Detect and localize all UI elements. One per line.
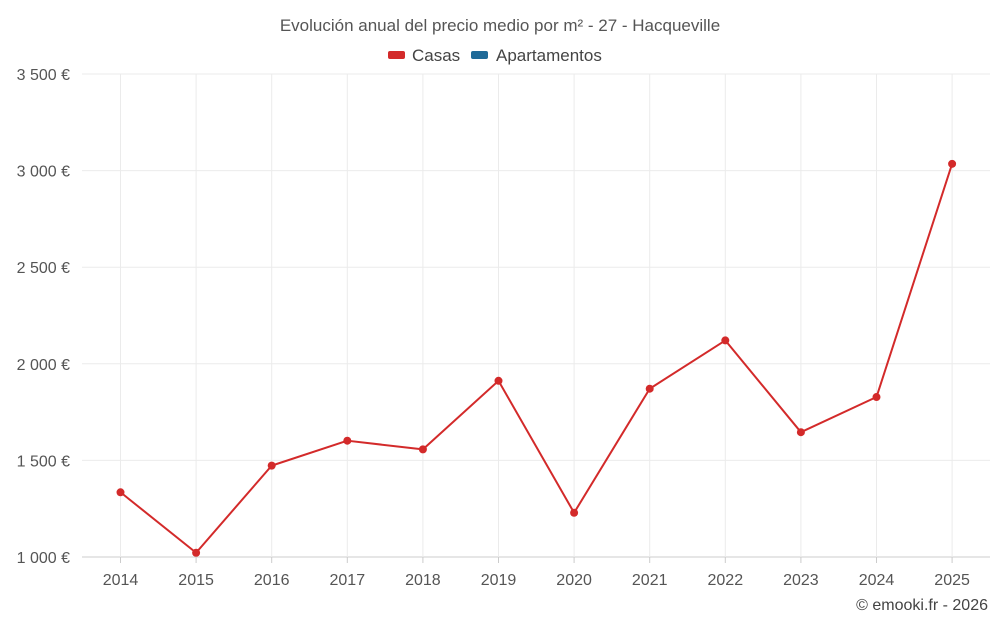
x-tick-label: 2023 [783, 572, 819, 589]
legend-item-apartamentos[interactable]: Apartamentos [471, 46, 602, 65]
legend-swatch-casas [388, 51, 405, 59]
x-tick-label: 2018 [405, 572, 441, 589]
x-tick-label: 2024 [859, 572, 895, 589]
legend-item-casas[interactable]: Casas [388, 46, 460, 65]
grid [82, 73, 990, 558]
series-casas [116, 159, 957, 557]
legend-label-casas: Casas [412, 46, 460, 65]
x-tick-label: 2015 [178, 572, 214, 589]
x-tick-label: 2022 [708, 572, 744, 589]
data-point-casas[interactable] [418, 445, 427, 454]
y-tick-label: 2 500 € [17, 260, 70, 277]
y-tick-label: 1 500 € [17, 453, 70, 470]
data-point-casas[interactable] [570, 508, 579, 517]
axes: 1 000 € 1 500 € 2 000 € 2 500 € 3 000 € 3 500… [17, 67, 970, 589]
y-tick-label: 3 000 € [17, 164, 70, 181]
x-tick-label: 2014 [103, 572, 139, 589]
y-tick-label: 3 500 € [17, 67, 70, 84]
x-tick-label: 2025 [934, 572, 970, 589]
data-point-casas[interactable] [948, 159, 957, 168]
x-tick-label: 2020 [556, 572, 592, 589]
data-point-casas[interactable] [192, 548, 201, 557]
legend-swatch-apartamentos [471, 51, 488, 59]
data-point-casas[interactable] [872, 393, 881, 402]
y-tick-label: 1 000 € [17, 550, 70, 567]
data-point-casas[interactable] [343, 436, 352, 445]
data-point-casas[interactable] [721, 336, 730, 345]
x-tick-label: 2021 [632, 572, 668, 589]
data-point-casas[interactable] [494, 376, 503, 385]
y-tick-label: 2 000 € [17, 357, 70, 374]
chart-credit: © emooki.fr - 2026 [856, 597, 988, 614]
x-tick-label: 2016 [254, 572, 290, 589]
data-point-casas[interactable] [796, 428, 805, 437]
series-line-casas [119, 163, 954, 554]
x-tick-label: 2019 [481, 572, 517, 589]
chart-title: Evolución anual del precio medio por m² … [280, 16, 720, 35]
x-tick-label: 2017 [330, 572, 366, 589]
legend-label-apartamentos: Apartamentos [496, 46, 602, 65]
data-point-casas[interactable] [116, 488, 125, 497]
data-point-casas[interactable] [645, 384, 654, 393]
data-point-casas[interactable] [267, 461, 276, 470]
legend: Casas Apartamentos [388, 46, 602, 65]
